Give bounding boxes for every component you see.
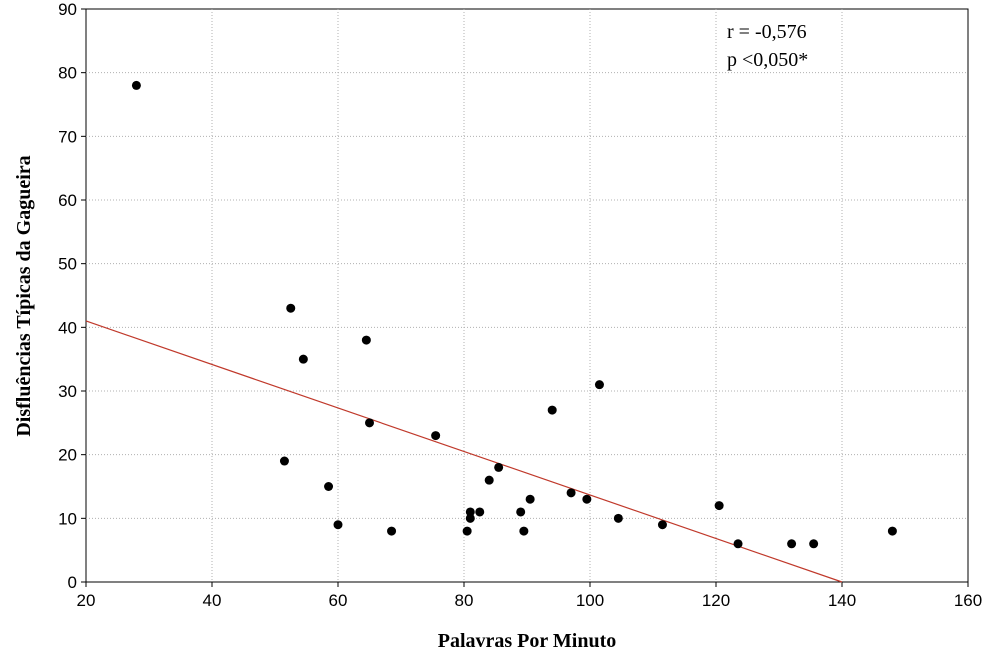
data-point [519, 526, 529, 536]
x-axis-title: Palavras Por Minuto [438, 630, 617, 652]
data-point [566, 488, 576, 498]
x-tick-label: 140 [828, 591, 856, 610]
data-point [582, 494, 592, 504]
data-point [594, 380, 604, 390]
data-point [286, 303, 296, 313]
data-point [131, 80, 141, 90]
data-point [333, 520, 343, 530]
y-tick-label: 90 [58, 0, 77, 19]
y-tick-label: 40 [58, 318, 77, 337]
data-point [462, 526, 472, 536]
data-point [475, 507, 485, 517]
data-point [365, 418, 374, 428]
data-point [465, 513, 475, 523]
data-point [809, 539, 819, 549]
data-point [484, 475, 494, 485]
x-tick-label: 20 [77, 591, 96, 610]
data-point [387, 526, 397, 536]
data-point [298, 354, 308, 364]
x-tick-label: 160 [954, 591, 982, 610]
data-point [733, 539, 743, 549]
y-tick-label: 70 [58, 127, 77, 146]
x-tick-label: 120 [702, 591, 730, 610]
data-point [494, 462, 504, 472]
y-tick-label: 20 [58, 446, 77, 465]
annotation-r: r = -0,576 [727, 21, 807, 43]
y-tick-label: 30 [58, 382, 77, 401]
data-point [887, 526, 897, 536]
data-point [324, 482, 334, 491]
axis-ticks: 20 40 60 80 100 120 140 160 0 10 20 30 40 50 60 70 80 90 [58, 0, 982, 610]
regression-line [85, 320, 843, 583]
annotation-p: p <0,050* [727, 49, 808, 71]
data-point [516, 507, 526, 517]
grid [86, 9, 968, 582]
y-tick-label: 60 [58, 191, 77, 210]
regression-line-path [85, 320, 843, 583]
x-tick-label: 80 [455, 591, 474, 610]
data-point [787, 539, 797, 549]
x-tick-label: 60 [329, 591, 348, 610]
data-point [613, 513, 623, 523]
data-point [714, 501, 724, 511]
y-axis-title: Disfluências Típicas da Gagueira [13, 155, 35, 436]
y-tick-label: 0 [68, 573, 77, 592]
data-point [525, 494, 535, 504]
data-point [361, 335, 371, 345]
x-tick-label: 100 [576, 591, 604, 610]
y-tick-label: 80 [58, 64, 77, 83]
data-point [431, 431, 441, 441]
data-points [131, 80, 897, 549]
y-tick-label: 10 [58, 509, 77, 528]
plot-frame [85, 8, 969, 583]
data-point [657, 520, 667, 530]
data-point [279, 456, 289, 466]
data-point [465, 507, 475, 517]
x-tick-label: 40 [203, 591, 222, 610]
y-tick-label: 50 [58, 255, 77, 274]
data-point [547, 405, 557, 415]
